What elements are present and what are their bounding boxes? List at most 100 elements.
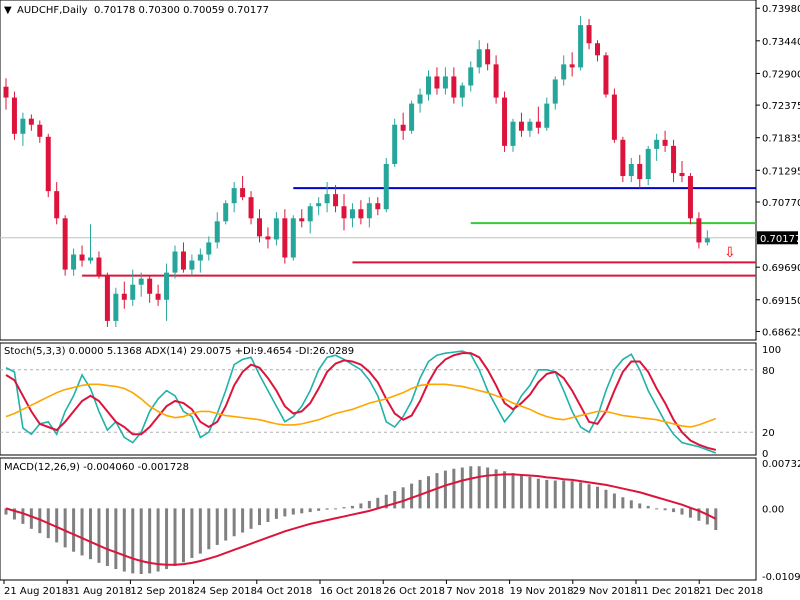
chart-menu-glyph[interactable]: ▼ <box>4 5 12 16</box>
candle-bull <box>189 260 195 270</box>
candle-bull <box>628 163 634 177</box>
candle-bull <box>527 121 533 131</box>
candle-bear <box>603 55 609 95</box>
candle-bear <box>671 145 677 174</box>
candle-bear <box>54 191 60 219</box>
macd-bar <box>367 500 371 509</box>
macd-bar <box>638 503 642 509</box>
macd-bar <box>646 505 650 509</box>
macd-bar <box>190 508 194 558</box>
candle-bear <box>518 121 524 131</box>
macd-bar <box>519 474 523 509</box>
chart-symbol-label: AUDCHF,Daily <box>17 5 88 16</box>
macd-bar <box>672 508 676 513</box>
macd-label: MACD(12,26,9) -0.004060 -0.001728 <box>4 462 189 473</box>
macd-bar <box>300 508 304 514</box>
time-tick-label: 29 Nov 2018 <box>573 586 637 597</box>
candle-bull <box>290 218 296 258</box>
candle-bull <box>172 251 178 273</box>
macd-panel[interactable]: 0.007328 0.00 -0.01092 MACD(12,26,9) -0.00… <box>0 457 800 583</box>
macd-bar <box>688 508 692 518</box>
candle-bear <box>96 257 102 276</box>
candle-bear <box>637 163 643 180</box>
price-panel[interactable]: 0.73980 0.73440 0.72900 0.72375 0.71835 0.712… <box>0 0 800 341</box>
candle-bear <box>265 236 271 240</box>
macd-bar <box>545 479 549 509</box>
time-tick-label: 21 Aug 2018 <box>4 586 68 597</box>
macd-bar <box>274 508 278 519</box>
stoch-panel-frame <box>0 342 757 456</box>
macd-bar <box>503 471 507 509</box>
macd-bar <box>12 508 16 520</box>
price-axis: 0.73980 0.73440 0.72900 0.72375 0.71835 0.712… <box>756 4 800 338</box>
candle-bull <box>476 49 482 68</box>
time-tick-label: 31 Aug 2018 <box>67 586 131 597</box>
macd-bar <box>131 508 135 574</box>
macd-bar <box>308 508 312 513</box>
macd-bar <box>494 469 498 509</box>
candle-bull <box>130 284 136 300</box>
macd-bar <box>452 468 456 509</box>
candle-bear <box>586 25 592 44</box>
macd-panel-frame <box>0 457 757 581</box>
macd-bar <box>122 508 126 572</box>
macd-bar <box>232 508 236 537</box>
macd-bar <box>266 508 270 523</box>
price-tick-label: 0.71835 <box>762 134 800 145</box>
candle-bear <box>451 76 457 98</box>
stoch-tick-label: 0 <box>762 449 768 460</box>
candle-bear <box>485 49 491 65</box>
time-axis: 21 Aug 2018 31 Aug 2018 12 Sep 2018 24 Sep … <box>3 580 763 597</box>
macd-bar <box>384 494 388 509</box>
candle-bull <box>197 254 203 261</box>
stochastic-adx-panel[interactable]: 100 80 20 0 Stoch(5,3,3) 0.0000 5.1368 ADX(… <box>0 342 781 460</box>
macd-bar <box>663 508 667 511</box>
macd-bar <box>562 480 566 509</box>
candle-bull <box>20 118 26 134</box>
candle-bull <box>417 94 423 104</box>
candle-bear <box>493 64 499 98</box>
candle-bull <box>71 254 77 270</box>
price-tick-label: 0.73980 <box>762 4 800 15</box>
macd-tick-label: -0.01092 <box>762 572 800 583</box>
candle-bear <box>299 218 305 222</box>
macd-signal-line <box>5 473 717 566</box>
price-tick-label: 0.68625 <box>762 327 800 338</box>
candle-bull <box>206 242 212 255</box>
candle-bear <box>180 251 186 270</box>
candle-bear <box>333 194 339 207</box>
adx-line <box>5 383 717 428</box>
macd-bar <box>198 508 202 554</box>
macd-bar <box>63 508 67 548</box>
price-tick-label: 0.69690 <box>762 263 800 274</box>
candle-bull <box>392 124 398 164</box>
candle-bear <box>147 278 153 294</box>
macd-bar <box>317 508 321 511</box>
macd-bar <box>401 487 405 509</box>
candle-bull <box>231 188 237 204</box>
macd-bar <box>705 508 709 525</box>
macd-bar <box>283 508 287 517</box>
candle-bear <box>282 218 288 258</box>
stoch-tick-label: 100 <box>762 345 781 356</box>
macd-bar <box>587 484 591 509</box>
candle-bull <box>561 64 567 80</box>
candle-bear <box>569 64 575 68</box>
price-badge-text: 0.70177 <box>760 234 800 245</box>
macd-bar <box>460 467 464 509</box>
candle-bull <box>316 203 322 207</box>
macd-bar <box>596 486 599 509</box>
candle-bull <box>409 103 415 131</box>
macd-bar <box>156 508 160 572</box>
macd-bar <box>97 508 101 563</box>
candle-bull <box>426 76 431 95</box>
sell-arrow-marker: ⇩ <box>724 245 736 261</box>
macd-bar <box>604 489 608 509</box>
candle-bull <box>324 194 330 204</box>
price-tick-label: 0.70770 <box>762 198 800 209</box>
macd-bar <box>680 508 684 515</box>
macd-bar <box>435 473 439 509</box>
macd-bar <box>165 508 169 570</box>
time-tick-label: 7 Nov 2018 <box>446 586 504 597</box>
